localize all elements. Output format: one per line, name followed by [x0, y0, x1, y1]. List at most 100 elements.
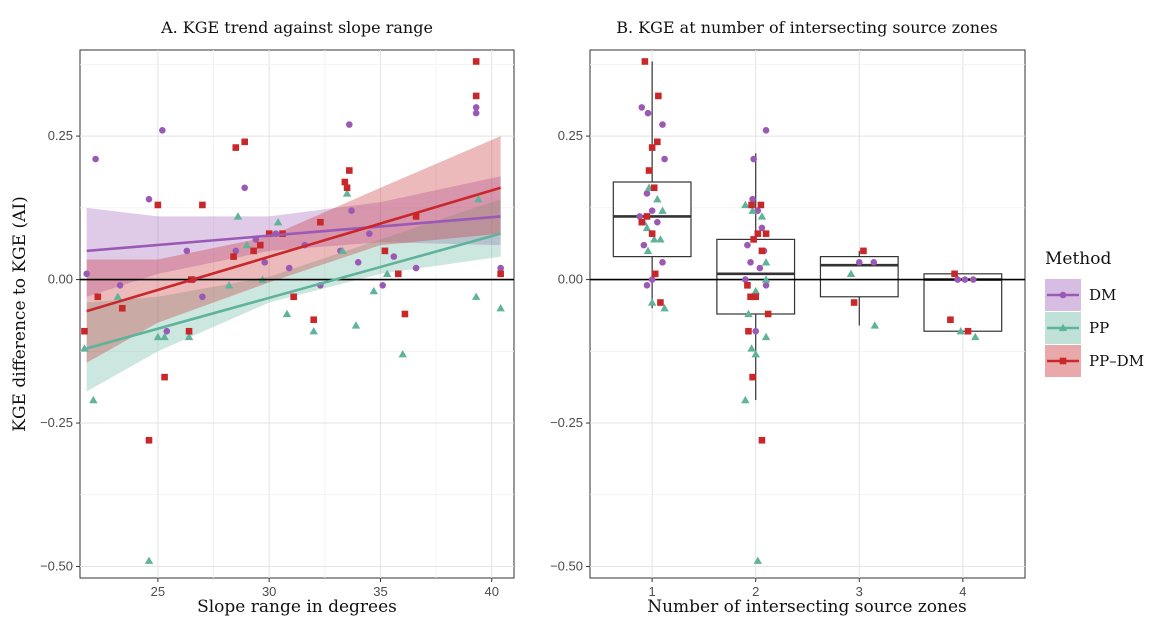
point-dm [661, 155, 668, 163]
y-tick-label: 0.25 [48, 128, 73, 143]
point-pp-dm [744, 282, 751, 289]
point-dm [644, 109, 652, 117]
point-pp-dm [346, 167, 353, 174]
legend-label: DM [1089, 286, 1116, 304]
point-pp [351, 321, 361, 329]
point-dm [742, 276, 749, 283]
point-pp [369, 286, 378, 295]
point-pp [144, 556, 154, 564]
y-axis-label: KGE difference to KGE (AI) [10, 196, 30, 432]
point-dm [648, 207, 656, 214]
point-pp-dm [154, 201, 162, 209]
point-pp [761, 275, 771, 283]
point-pp-dm [648, 230, 656, 237]
point-pp-dm [749, 373, 756, 381]
point-pp-dm [185, 327, 193, 335]
point-pp-dm [472, 92, 480, 100]
point-pp-dm [94, 293, 102, 301]
point-pp [846, 269, 856, 277]
point-dm [390, 253, 398, 260]
point-pp-dm [412, 213, 420, 220]
point-pp-dm [860, 247, 867, 255]
point-pp [747, 344, 756, 352]
point-pp-dm [747, 293, 754, 301]
box-iqr [612, 181, 692, 258]
point-dm [762, 282, 770, 289]
panel-a-trends [86, 186, 502, 350]
point-pp-dm [381, 247, 389, 255]
point-pp-dm [230, 253, 237, 260]
point-pp-dm [754, 230, 762, 237]
point-pp-dm [655, 92, 662, 100]
legend-entry-pp-dm: PP–DM [1045, 345, 1144, 377]
point-pp [650, 235, 659, 243]
legend-key-marker [1058, 323, 1068, 332]
point-dm [969, 276, 977, 283]
point-dm [366, 230, 373, 237]
legend-keys: DM PP PP–DM [1045, 279, 1144, 377]
panel-a-frame [79, 49, 515, 579]
point-pp [647, 298, 657, 306]
point-pp-dm [752, 293, 760, 301]
point-dm [183, 247, 191, 255]
point-pp [153, 332, 163, 341]
legend-key-marker [1059, 291, 1067, 299]
point-pp-dm [401, 310, 409, 318]
legend-label: PP–DM [1089, 352, 1144, 370]
panel-b-boxes [612, 61, 1003, 401]
point-dm [241, 184, 248, 192]
point-pp [342, 189, 352, 197]
point-dm [744, 241, 751, 249]
box-iqr [923, 273, 1003, 332]
point-pp [309, 327, 318, 335]
y-tick-label: 0.00 [558, 272, 583, 287]
point-dm [92, 155, 99, 163]
point-dm [83, 270, 90, 278]
point-pp [382, 269, 392, 277]
point-pp [89, 395, 98, 404]
point-pp-dm [645, 167, 653, 174]
point-pp [642, 223, 652, 232]
y-tick-label: −0.25 [550, 415, 583, 430]
x-tick-label: 2 [752, 584, 759, 599]
legend-entry-dm: DM [1045, 279, 1116, 311]
point-pp [113, 292, 123, 300]
point-pp-dm [497, 270, 504, 278]
point-pp-dm [947, 316, 954, 324]
point-pp-dm [648, 144, 656, 151]
point-pp [744, 309, 753, 318]
point-pp [471, 292, 481, 300]
point-dm [163, 327, 171, 335]
point-dm [762, 127, 770, 134]
point-pp [971, 332, 980, 341]
point-dm [354, 259, 362, 266]
trend-line-dm [86, 215, 501, 253]
panel-b: 1 2 3 4 0.25 0.00 −0.25 −0.50 B. KGE at number … [550, 18, 1026, 617]
x-tick-label: 25 [151, 584, 165, 599]
trend-line-pp [86, 232, 501, 350]
point-dm [758, 224, 766, 232]
point-pp [184, 332, 194, 341]
point-pp [761, 258, 771, 266]
point-dm [472, 109, 480, 117]
point-pp-dm [290, 293, 297, 301]
x-tick-label: 40 [485, 584, 499, 599]
point-pp-dm [343, 184, 351, 192]
point-pp [242, 240, 252, 249]
x-tick-label: 1 [649, 584, 656, 599]
point-pp [751, 349, 760, 358]
box-iqr [716, 238, 796, 315]
panel-a-points [80, 58, 505, 564]
point-pp [751, 286, 760, 295]
point-dm [747, 259, 754, 266]
panel-a-ticks: 25 30 35 40 0.25 0.00 −0.25 −0.50 [40, 128, 499, 599]
point-pp-dm [641, 58, 649, 65]
point-dm [412, 264, 420, 272]
point-pp [870, 321, 880, 329]
point-pp-dm [317, 218, 324, 226]
panel-b-ticks: 1 2 3 4 0.25 0.00 −0.25 −0.50 [550, 128, 966, 599]
point-pp-dm [161, 373, 168, 381]
point-pp [643, 246, 653, 255]
point-dm [648, 276, 656, 283]
